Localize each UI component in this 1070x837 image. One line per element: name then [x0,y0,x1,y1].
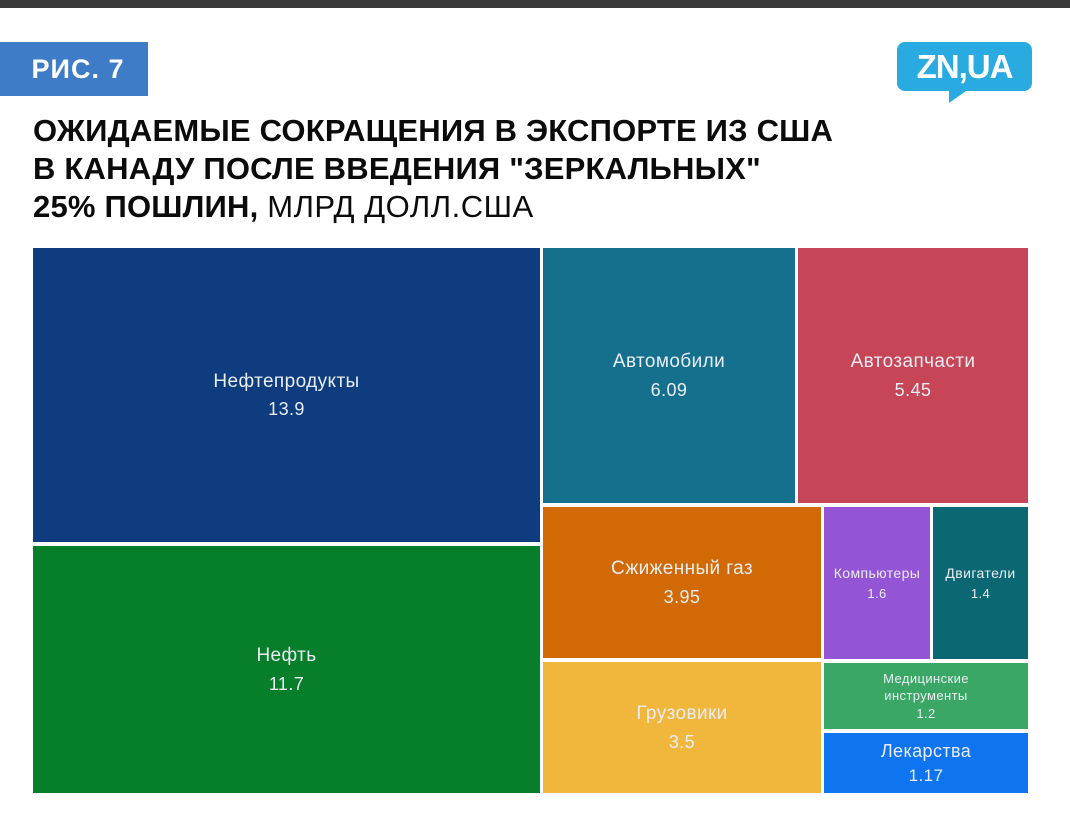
treemap-tile-2: Нефть 11.7 [33,546,540,793]
tile-label: Нефтепродукты [213,370,360,392]
znua-logo: ZN,UA [897,42,1032,103]
top-accent-bar [0,0,1070,8]
chart-title: ОЖИДАЕМЫЕ СОКРАЩЕНИЯ В ЭКСПОРТЕ ИЗ США В… [33,112,1033,226]
tile-label: Двигатели [945,564,1016,581]
treemap-tile-1: Нефтепродукты 13.9 [33,248,540,542]
tile-value: 3.95 [663,586,701,607]
tile-label: Сжиженный газ [610,558,754,580]
title-units: МЛРД ДОЛЛ.США [267,189,534,224]
treemap-tile-6: Грузовики 3.5 [543,662,821,793]
treemap-tile-8: Двигатели 1.4 [933,507,1028,659]
treemap-tile-3: Автомобили 6.09 [543,248,795,503]
tile-label: Нефть [256,645,317,667]
tile-label: Медицинские инструменты [883,671,969,703]
tile-value: 3.5 [668,731,696,752]
treemap-tile-10: Лекарства 1.17 [824,733,1028,793]
tile-value: 13.9 [268,399,305,420]
title-line-2: В КАНАДУ ПОСЛЕ ВВЕДЕНИЯ "ЗЕРКАЛЬНЫХ" [33,151,761,186]
logo-speech-tail [949,89,969,103]
tile-value: 1.17 [908,766,944,786]
treemap-tile-5: Сжиженный газ 3.95 [543,507,821,658]
treemap-tile-7: Компьютеры 1.6 [824,507,930,659]
tile-value: 1.4 [970,586,991,602]
tile-value: 1.2 [916,705,936,721]
tile-value: 1.6 [867,586,887,602]
title-line-1: ОЖИДАЕМЫЕ СОКРАЩЕНИЯ В ЭКСПОРТЕ ИЗ США [33,113,834,148]
figure-badge-label: РИС. 7 [31,53,125,84]
tile-label: Автозапчасти [850,351,976,373]
znua-logo-text: ZN,UA [916,47,1014,85]
tile-value: 6.09 [650,379,688,400]
tile-value: 11.7 [268,673,305,694]
treemap-tile-9: Медицинские инструменты 1.2 [824,663,1028,729]
tile-label: Лекарства [880,740,972,761]
tile-label: Автомобили [612,351,726,373]
title-line-3-bold: 25% ПОШЛИН, [33,189,259,224]
tile-label: Компьютеры [833,564,921,581]
figure-badge: РИС. 7 [0,42,148,96]
treemap-chart: Нефтепродукты 13.9 Нефть 11.7 Автомобили 6.09… [33,248,1028,793]
tile-label: Грузовики [636,703,728,725]
treemap-tile-4: Автозапчасти 5.45 [798,248,1028,503]
tile-value: 5.45 [894,379,932,400]
